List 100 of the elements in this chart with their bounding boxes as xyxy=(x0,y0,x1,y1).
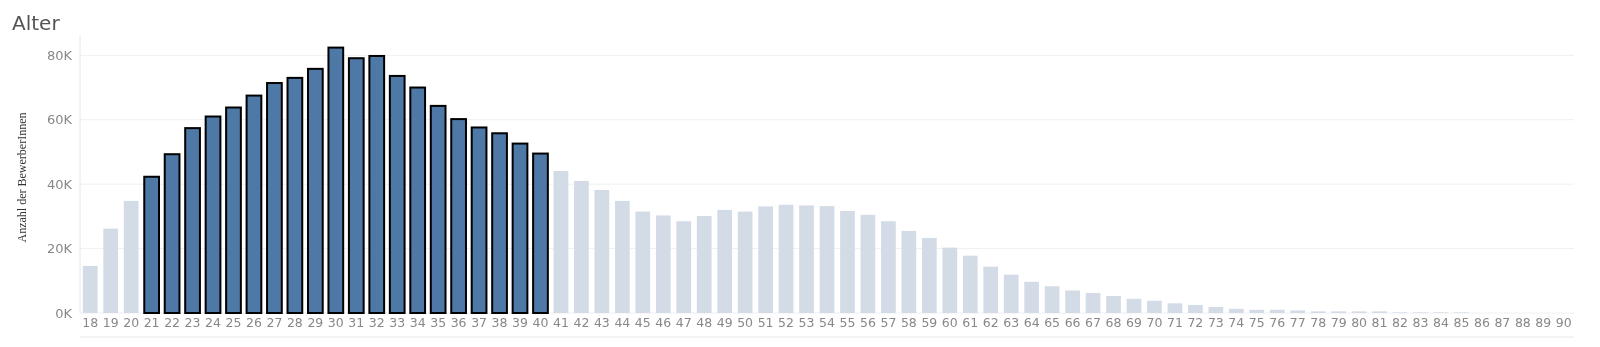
bar xyxy=(368,54,386,314)
x-tick-label: 34 xyxy=(409,315,426,330)
x-tick-label: 33 xyxy=(389,315,406,330)
x-tick-label: 89 xyxy=(1535,315,1552,330)
x-tick-label: 24 xyxy=(205,315,222,330)
bar xyxy=(429,104,447,314)
bar xyxy=(225,106,242,314)
x-tick-label: 19 xyxy=(102,315,119,330)
y-tick-label: 0K xyxy=(55,305,73,321)
x-tick-label: 30 xyxy=(327,315,344,330)
x-tick-label: 82 xyxy=(1392,315,1408,330)
x-tick-label: 87 xyxy=(1494,315,1511,330)
bar xyxy=(163,153,181,314)
bar xyxy=(921,237,937,313)
x-tick-label: 80 xyxy=(1351,315,1368,330)
bar xyxy=(696,216,712,313)
bar xyxy=(1065,290,1080,313)
bar xyxy=(306,67,324,314)
bar xyxy=(82,265,98,313)
x-tick-label: 71 xyxy=(1166,315,1183,330)
x-tick-label: 45 xyxy=(634,315,651,330)
x-tick-label: 25 xyxy=(225,315,242,330)
bar xyxy=(881,221,896,313)
x-tick-label: 69 xyxy=(1126,315,1142,330)
bar xyxy=(901,230,917,313)
x-tick-label: 62 xyxy=(982,315,999,330)
bar xyxy=(286,76,304,314)
bar xyxy=(1003,274,1019,313)
x-tick-label: 23 xyxy=(184,315,201,330)
x-tick-label: 44 xyxy=(614,315,631,330)
x-tick-label: 60 xyxy=(941,315,958,330)
bar xyxy=(799,205,814,313)
bar xyxy=(1106,295,1121,313)
x-tick-label: 39 xyxy=(512,315,529,330)
x-tick-label: 63 xyxy=(1003,315,1020,330)
bar xyxy=(1188,304,1203,313)
bar xyxy=(103,228,119,313)
bar xyxy=(635,211,651,313)
bar xyxy=(594,189,610,313)
x-tick-label: 61 xyxy=(962,315,979,330)
x-tick-label: 70 xyxy=(1146,315,1163,330)
bar xyxy=(860,214,876,313)
bar xyxy=(1024,281,1040,313)
bar xyxy=(347,57,365,314)
bar xyxy=(470,126,488,314)
x-tick-label: 83 xyxy=(1412,315,1429,330)
x-tick-label: 53 xyxy=(798,315,815,330)
x-tick-label: 73 xyxy=(1207,315,1224,330)
x-tick-label: 51 xyxy=(757,315,774,330)
y-tick-label: 40K xyxy=(46,176,73,192)
x-tick-label: 40 xyxy=(532,315,549,330)
x-tick-label: 79 xyxy=(1330,315,1347,330)
x-tick-label: 67 xyxy=(1085,315,1102,330)
bar xyxy=(491,132,508,314)
bar xyxy=(532,152,549,314)
x-tick-label: 54 xyxy=(819,315,835,330)
x-tick-label: 50 xyxy=(737,315,754,330)
bar xyxy=(1208,306,1224,313)
bar xyxy=(1147,300,1162,313)
x-tick-label: 84 xyxy=(1433,315,1449,330)
bar xyxy=(1269,309,1285,313)
bar xyxy=(1044,286,1060,313)
x-tick-label: 75 xyxy=(1248,315,1265,330)
bar xyxy=(450,118,467,314)
bar xyxy=(553,170,569,313)
bar xyxy=(819,206,835,313)
x-tick-label: 26 xyxy=(246,315,262,330)
x-tick-label: 29 xyxy=(307,315,324,330)
bar xyxy=(758,206,773,313)
x-tick-label: 20 xyxy=(123,315,140,330)
x-tick-label: 72 xyxy=(1187,315,1204,330)
bar xyxy=(655,215,671,313)
x-tick-label: 28 xyxy=(286,315,303,330)
x-tick-label: 47 xyxy=(675,315,692,330)
bar xyxy=(143,175,160,314)
bar xyxy=(962,255,978,313)
bar xyxy=(245,94,263,314)
x-tick-label: 88 xyxy=(1514,315,1531,330)
x-tick-label: 31 xyxy=(348,315,365,330)
bar xyxy=(983,266,999,313)
x-tick-label: 22 xyxy=(164,315,181,330)
bar xyxy=(123,200,139,313)
x-tick-label: 21 xyxy=(143,315,160,330)
bar xyxy=(409,86,427,314)
bar xyxy=(840,210,855,313)
x-tick-label: 48 xyxy=(696,315,713,330)
bar xyxy=(266,82,283,314)
bar xyxy=(1126,298,1142,313)
y-tick-label: 60K xyxy=(46,112,73,128)
y-tick-label: 80K xyxy=(46,47,73,63)
x-tick-label: 42 xyxy=(573,315,590,330)
bar xyxy=(942,247,958,313)
x-tick-label: 41 xyxy=(552,315,569,330)
x-tick-label: 27 xyxy=(266,315,283,330)
y-tick-label: 20K xyxy=(46,241,73,257)
x-tick-label: 18 xyxy=(82,315,99,330)
x-tick-label: 35 xyxy=(430,315,447,330)
x-tick-label: 66 xyxy=(1064,315,1081,330)
bar xyxy=(1085,293,1101,313)
bar xyxy=(1249,309,1265,313)
